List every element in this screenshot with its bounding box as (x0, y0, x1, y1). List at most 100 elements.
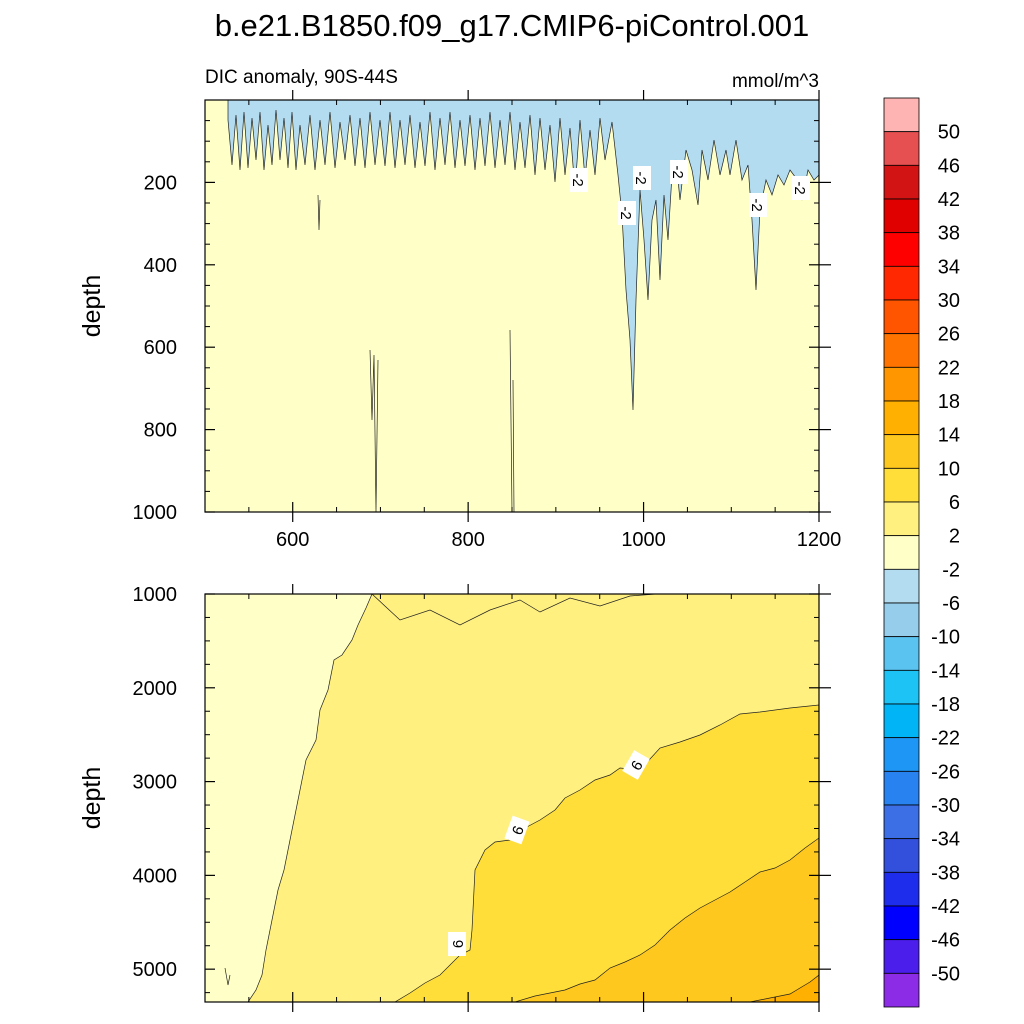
colorbar-swatch (883, 501, 920, 537)
colorbar-label: 30 (938, 290, 960, 312)
upper-contour-line (317, 194, 515, 512)
lower-fill-near-zero (205, 594, 373, 1002)
y-tick-label: 1000 (133, 584, 178, 606)
y-tick-label: 5000 (133, 959, 178, 981)
colorbar-swatch (883, 535, 920, 570)
contour-label-text: -2 (748, 198, 765, 211)
x-tick-label: 800 (451, 529, 484, 551)
contour-label: -2 (569, 168, 588, 192)
lower-contour-labels: 6 6 6 (448, 750, 650, 956)
lower-plot-area (205, 594, 819, 1002)
contour-label-text: -2 (669, 165, 686, 178)
x-tick-label: 1000 (621, 529, 666, 551)
colorbar-swatch (883, 636, 920, 671)
contour-label: -2 (669, 160, 688, 184)
upper-subtitle-right: mmol/m^3 (732, 71, 819, 92)
colorbar-swatch (883, 366, 920, 402)
lower-panel: 1000 2000 3000 4000 5000 6 6 6 depth (78, 584, 831, 1012)
lower-axis: 1000 2000 3000 4000 5000 (133, 584, 831, 1012)
colorbar-swatch (883, 400, 920, 436)
lower-ylabel: depth (78, 767, 106, 830)
upper-axis: 600 800 1000 1200 200 400 600 800 1000 (133, 90, 842, 551)
y-tick-label: 600 (144, 337, 177, 359)
contour-label: -2 (617, 201, 636, 225)
colorbar-swatch (883, 434, 920, 469)
upper-ylabel: depth (78, 275, 106, 338)
contour-label: 6 (504, 815, 530, 845)
contour-label-text: -2 (632, 171, 649, 184)
colorbar-label: -30 (931, 795, 960, 817)
colorbar-swatch (883, 770, 920, 806)
colorbar-swatch (883, 467, 920, 503)
contour-label: -2 (632, 166, 651, 190)
colorbar-label: -10 (931, 627, 960, 649)
contour-label: 6 (448, 932, 467, 956)
colorbar-label: 46 (938, 155, 960, 177)
upper-panel: DIC anomaly, 90S-44S mmol/m^3 600 800 1000… (78, 67, 842, 551)
colorbar-label: -14 (931, 660, 960, 682)
y-tick-label: 4000 (133, 865, 178, 887)
colorbar-swatch (883, 568, 920, 604)
colorbar-label: 14 (938, 425, 960, 447)
y-tick-label: 3000 (133, 772, 178, 794)
colorbar-label: 18 (938, 391, 960, 413)
y-tick-label: 200 (144, 172, 177, 194)
colorbar-label: -18 (931, 694, 960, 716)
colorbar-swatch (883, 164, 920, 200)
contour-label-text: -2 (791, 181, 808, 194)
colorbar-swatch (883, 905, 920, 941)
contour-label-text: 6 (450, 940, 467, 948)
colorbar-swatch (883, 198, 920, 234)
y-tick-label: 1000 (133, 502, 178, 524)
colorbar-label: -50 (931, 963, 960, 985)
colorbar-label: 6 (949, 492, 960, 514)
colorbar-label: 34 (938, 256, 960, 278)
colorbar-swatch (883, 804, 920, 840)
colorbar-label: 22 (938, 357, 960, 379)
colorbar-label: -6 (942, 593, 960, 615)
upper-subtitle-left: DIC anomaly, 90S-44S (205, 67, 398, 88)
colorbar-swatch (883, 333, 920, 368)
colorbar-label: -2 (942, 559, 960, 581)
colorbar-swatch (883, 669, 920, 705)
colorbar-swatch (883, 972, 920, 1008)
colorbar-swatch (883, 871, 920, 907)
colorbar-label: -46 (931, 930, 960, 952)
colorbar-label: 50 (938, 122, 960, 144)
contour-label-text: -2 (617, 206, 634, 219)
colorbar-label: 10 (938, 458, 960, 480)
colorbar-label: 2 (949, 526, 960, 548)
colorbar-swatch (883, 131, 920, 166)
colorbar-label: 42 (938, 189, 960, 211)
upper-fill-positive (818, 479, 819, 512)
contour-label: -2 (748, 193, 767, 217)
colorbar-swatch (883, 939, 920, 974)
colorbar-label: -38 (931, 862, 960, 884)
colorbar-swatch (883, 838, 920, 873)
upper-fill-near-zero (205, 100, 819, 512)
lower-fill-10-14 (514, 837, 819, 1002)
lower-contour-line (224, 594, 657, 986)
lower-fill-14-18 (749, 974, 819, 1002)
colorbar-swatch (883, 232, 920, 267)
colorbar-swatch (883, 602, 920, 638)
colorbar-label: -42 (931, 896, 960, 918)
contour-label: -2 (791, 176, 810, 200)
colorbar-swatch (883, 265, 920, 301)
colorbar-swatch (883, 703, 920, 739)
colorbar-label: -22 (931, 728, 960, 750)
contour-label-text: -2 (569, 173, 586, 186)
x-tick-label: 600 (276, 529, 309, 551)
y-tick-label: 800 (144, 420, 177, 442)
colorbar-label: -26 (931, 761, 960, 783)
colorbar-swatch (883, 97, 920, 133)
colorbar-label: -34 (931, 829, 960, 851)
colorbar: 50 46 42 38 34 30 26 22 18 14 10 6 2 -2 -6 -10 -14 -18 -22… (883, 97, 960, 1008)
x-tick-label: 1200 (797, 529, 842, 551)
contour-label: 6 (622, 750, 650, 780)
upper-contour-labels: -2 -2 -2 -2 -2 -2 (569, 160, 810, 225)
y-tick-label: 400 (144, 255, 177, 277)
colorbar-swatch (883, 299, 920, 335)
colorbar-label: 26 (938, 324, 960, 346)
